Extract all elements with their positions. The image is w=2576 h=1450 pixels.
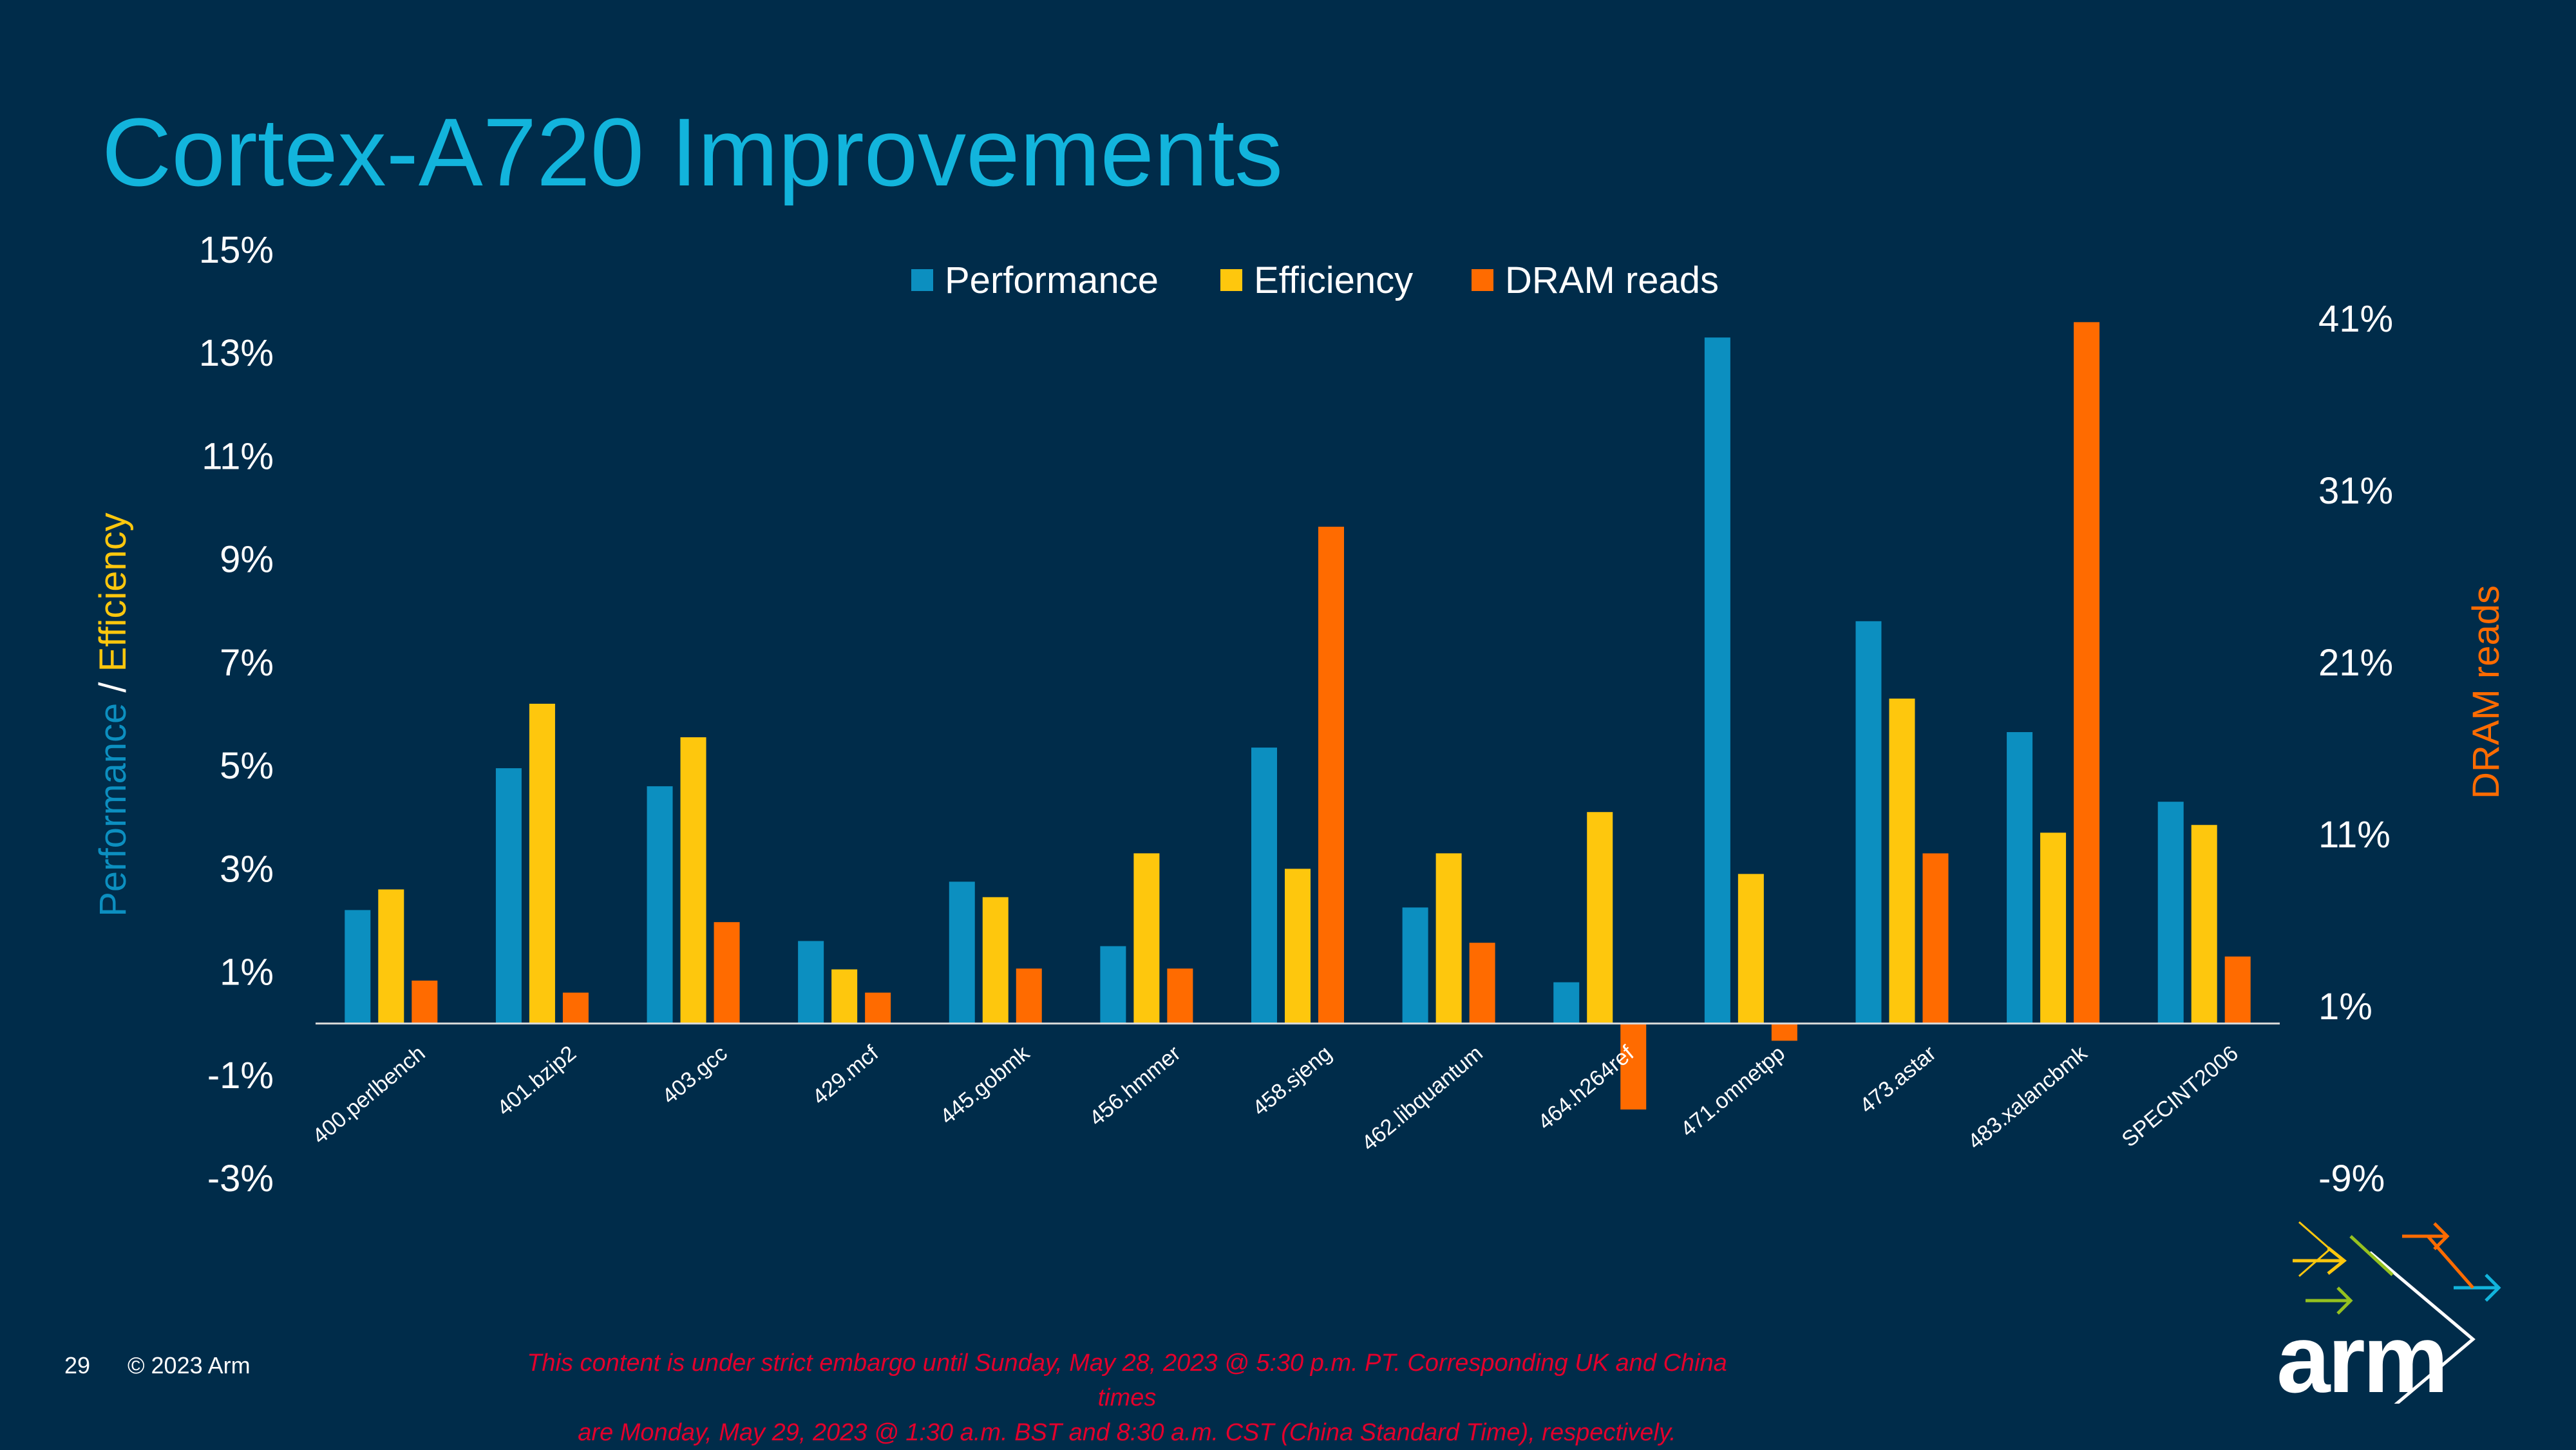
x-tick-label: 473.astar xyxy=(1855,1041,1941,1118)
dram-reads-bar xyxy=(2074,322,2100,1024)
y-tick-label-left: 15% xyxy=(199,229,274,271)
x-tick-label: 456.hmmer xyxy=(1084,1041,1185,1131)
performance-bar xyxy=(1100,946,1126,1024)
y-axis-label-left: Performance / Efficiency xyxy=(92,513,134,917)
y-tick-label-left: 1% xyxy=(220,952,274,993)
x-tick-label: 462.libquantum xyxy=(1357,1041,1488,1156)
x-tick-label: 403.gcc xyxy=(658,1041,732,1109)
efficiency-bar xyxy=(680,737,706,1024)
embargo-notice: This content is under strict embargo unt… xyxy=(515,1346,1739,1450)
legend-swatch xyxy=(1472,269,1493,291)
page-number: 29 xyxy=(64,1352,91,1379)
y-tick-label-left: -1% xyxy=(207,1055,274,1097)
performance-bar xyxy=(495,768,522,1024)
dram-reads-bar xyxy=(562,992,589,1024)
performance-bar xyxy=(949,881,975,1024)
y-tick-label-right: 1% xyxy=(2318,986,2372,1028)
y-axis-label-right: DRAM reads xyxy=(2465,585,2507,799)
copyright: © 2023 Arm xyxy=(128,1352,251,1379)
x-tick-label: 458.sjeng xyxy=(1248,1041,1336,1121)
performance-bar xyxy=(345,910,371,1024)
legend-swatch xyxy=(911,269,933,291)
dram-reads-bar xyxy=(1771,1023,1797,1041)
efficiency-bar xyxy=(1133,853,1160,1024)
dram-reads-bar xyxy=(1167,968,1193,1024)
efficiency-bar xyxy=(1889,698,1915,1024)
legend-label: Performance xyxy=(945,259,1159,301)
efficiency-bar xyxy=(2040,833,2067,1024)
x-tick-label: SPECINT2006 xyxy=(2117,1041,2243,1152)
y-tick-label-left: 9% xyxy=(220,539,274,581)
x-tick-label: 400.perlbench xyxy=(308,1041,430,1149)
x-tick-label: 401.bzip2 xyxy=(493,1041,581,1121)
y-tick-label-left: 13% xyxy=(199,332,274,374)
y-tick-label-right: 31% xyxy=(2318,470,2393,512)
performance-bar xyxy=(2007,732,2033,1024)
performance-bar xyxy=(1402,907,1428,1024)
efficiency-bar xyxy=(1587,812,1613,1024)
x-tick-label: 471.omnetpp xyxy=(1676,1041,1790,1142)
dram-reads-bar xyxy=(1016,968,1042,1024)
performance-bar xyxy=(2157,802,2184,1024)
dram-reads-bar xyxy=(865,992,891,1024)
slide-title: Cortex-A720 Improvements xyxy=(102,98,1283,206)
dram-reads-bar xyxy=(2224,956,2251,1024)
efficiency-bar xyxy=(831,969,858,1024)
y-tick-label-left: 5% xyxy=(220,745,274,787)
efficiency-bar xyxy=(529,703,555,1024)
legend-label: Efficiency xyxy=(1254,259,1413,301)
performance-bar xyxy=(1855,621,1882,1024)
legend-swatch xyxy=(1220,269,1242,291)
arm-arrows-icon xyxy=(2293,1221,2501,1404)
dram-reads-bar xyxy=(1620,1023,1647,1110)
y-tick-label-right: 41% xyxy=(2318,298,2393,340)
embargo-line-1: This content is under strict embargo unt… xyxy=(527,1350,1727,1411)
legend-label: DRAM reads xyxy=(1505,259,1719,301)
performance-bar xyxy=(1251,748,1277,1024)
efficiency-bar xyxy=(1738,874,1764,1024)
efficiency-bar xyxy=(2191,825,2217,1024)
dram-reads-bar xyxy=(1469,943,1495,1024)
y-tick-label-left: -3% xyxy=(207,1158,274,1200)
dram-reads-bar xyxy=(1318,527,1344,1024)
y-tick-label-right: 11% xyxy=(2318,814,2391,856)
x-tick-label: 483.xalancbmk xyxy=(1964,1040,2092,1154)
dram-reads-bar xyxy=(714,922,740,1024)
y-tick-label-right: 21% xyxy=(2318,642,2393,684)
x-tick-label: 445.gobmk xyxy=(936,1040,1035,1129)
efficiency-bar xyxy=(1435,853,1462,1024)
y-tick-label-left: 3% xyxy=(220,848,274,890)
y-tick-label-left: 11% xyxy=(202,435,274,477)
arm-logo: arm xyxy=(2277,1304,2448,1413)
efficiency-bar xyxy=(378,889,404,1024)
performance-bar xyxy=(1553,982,1580,1024)
x-tick-label: 429.mcf xyxy=(808,1040,883,1109)
y-tick-label-left: 7% xyxy=(220,642,274,684)
performance-bar xyxy=(798,941,824,1024)
efficiency-bar xyxy=(982,897,1009,1024)
performance-bar xyxy=(1704,337,1730,1024)
embargo-line-2: are Monday, May 29, 2023 @ 1:30 a.m. BST… xyxy=(578,1419,1676,1446)
dram-reads-bar xyxy=(1922,853,1949,1024)
dram-reads-bar xyxy=(412,980,438,1024)
performance-bar xyxy=(647,786,673,1024)
y-tick-label-right: -9% xyxy=(2318,1158,2385,1200)
efficiency-bar xyxy=(1285,869,1311,1024)
